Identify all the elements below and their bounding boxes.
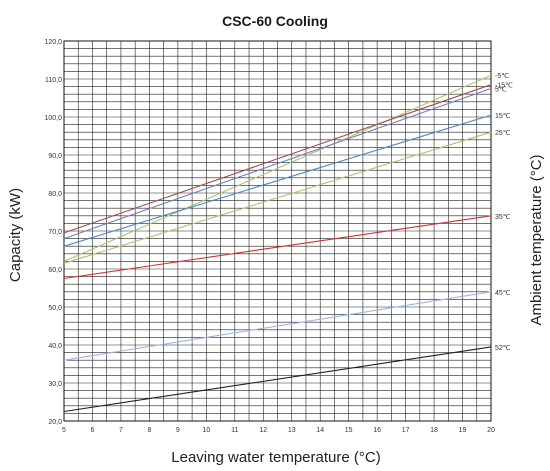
y-axis-label: Capacity (kW)	[7, 188, 24, 282]
series-label: 15℃	[495, 113, 511, 120]
x-ticks: 5 6 7 8 9 10 11 12 13 14 15 16 17 18 19 20	[62, 427, 495, 434]
series-line	[63, 291, 492, 361]
x-tick-label: 13	[288, 427, 296, 434]
series-label: 45℃	[495, 290, 511, 297]
series-label: 52℃	[495, 345, 511, 352]
y-tick-label: 120,0	[44, 39, 62, 46]
x-tick-label: 18	[430, 427, 438, 434]
y-tick-label: 100,0	[44, 115, 62, 122]
series-line	[63, 84, 492, 234]
x-tick-label: 8	[147, 427, 151, 434]
y-ticks: 20,0 30,0 40,0 50,0 60,0 70,0 80,0 90,0 100,0 110…	[44, 39, 62, 426]
x-tick-label: 16	[373, 427, 381, 434]
series-label: -5℃	[495, 73, 509, 80]
x-tick-label: 17	[402, 427, 410, 434]
y2-axis-label: Ambient temperature (°C)	[528, 154, 545, 325]
chart-title: CSC-60 Cooling	[222, 13, 328, 29]
series-label: 25℃	[495, 130, 511, 137]
x-tick-label: 15	[345, 427, 353, 434]
x-axis-label: Leaving water temperature (°C)	[171, 449, 380, 466]
y-tick-label: 50,0	[48, 305, 62, 312]
x-tick-label: 19	[459, 427, 467, 434]
series-label: 35℃	[495, 214, 511, 221]
x-tick-label: 12	[259, 427, 267, 434]
y-tick-label: 20,0	[48, 419, 62, 426]
y-tick-label: 80,0	[48, 191, 62, 198]
series-line	[63, 74, 492, 262]
series-group	[63, 74, 492, 413]
series-line	[63, 346, 492, 413]
x-tick-label: 5	[62, 427, 66, 434]
x-tick-label: 14	[316, 427, 324, 434]
y-tick-label: 110,0	[45, 77, 62, 84]
grid	[63, 40, 492, 422]
y-tick-label: 30,0	[48, 381, 62, 388]
x-tick-label: 20	[487, 427, 495, 434]
x-tick-label: 9	[176, 427, 180, 434]
series-line	[63, 131, 492, 264]
y-tick-label: 60,0	[48, 267, 62, 274]
y-tick-label: 70,0	[48, 229, 62, 236]
series-line	[63, 114, 492, 247]
series-label: -15℃	[495, 83, 513, 90]
x-tick-label: 7	[119, 427, 123, 434]
plot-frame	[63, 40, 492, 422]
y-tick-label: 40,0	[48, 343, 62, 350]
x-tick-label: 11	[231, 427, 238, 434]
series-line	[63, 215, 492, 280]
series-labels: -5℃ -15℃5℃ 15℃ 25℃ 35℃ 45℃ 52℃	[495, 73, 513, 352]
y-tick-label: 90,0	[48, 153, 62, 160]
x-tick-label: 6	[91, 427, 95, 434]
x-tick-label: 10	[202, 427, 210, 434]
series-line	[63, 87, 492, 240]
series-label: 5℃	[495, 87, 507, 94]
